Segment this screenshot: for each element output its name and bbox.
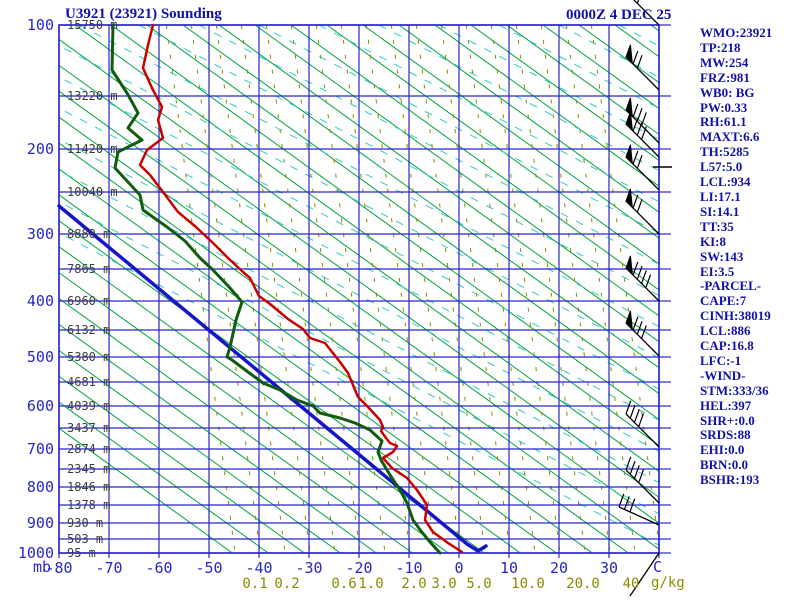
stats-line: TT:35 [700,218,734,234]
stats-line: LCL:886 [700,323,751,339]
stats-line: TP:218 [700,39,741,55]
stats-line: SHR+:0.0 [700,412,755,428]
wind-barbs [618,0,660,597]
stats-line: LFC:-1 [700,352,742,368]
stats-line: EI:3.5 [700,263,735,279]
stats-line: WMO:23921 [700,25,773,40]
stats-line: TH:5285 [700,144,750,160]
stats-line: EHI:0.0 [700,442,745,458]
stats-line: SI:14.1 [700,203,740,219]
dewpoint-trace [110,23,442,555]
stats-line: L57:5.0 [700,159,743,175]
grid-lines [58,24,672,558]
stats-line: RH:61.1 [700,114,747,130]
stats-line: SRDS:88 [700,427,751,443]
stats-line: HEL:397 [700,397,752,413]
stats-line: BSHR:193 [700,472,760,488]
stats-line: SW:143 [700,248,744,264]
stats-line: CAP:16.8 [700,338,754,354]
parcel-trace [57,204,488,553]
stats-line: BRN:0.0 [700,457,749,473]
stats-line: MAXT:6.6 [700,129,760,145]
stats-line: KI:8 [700,233,726,249]
temperature-trace [138,23,464,554]
sounding-curves [57,23,488,555]
stats-line: STM:333/36 [700,382,769,398]
stats-line: MW:254 [700,54,749,70]
stats-line: CAPE:7 [700,293,747,309]
stats-line: LI:17.1 [700,188,741,204]
stats-line: LCL:934 [700,174,751,190]
sounding-stats-panel: WMO:23921 TP:218 MW:254 FRZ:981 WB0: BG PW:0.… [700,25,800,488]
stats-line: CINH:38019 [700,308,771,324]
stats-line: -WIND- [700,367,746,383]
background-isolines [59,25,659,553]
stats-line: PW:0.33 [700,99,748,115]
stats-line: WB0: BG [700,84,755,100]
stats-line: -PARCEL- [700,278,762,294]
stats-line: FRZ:981 [700,69,750,85]
